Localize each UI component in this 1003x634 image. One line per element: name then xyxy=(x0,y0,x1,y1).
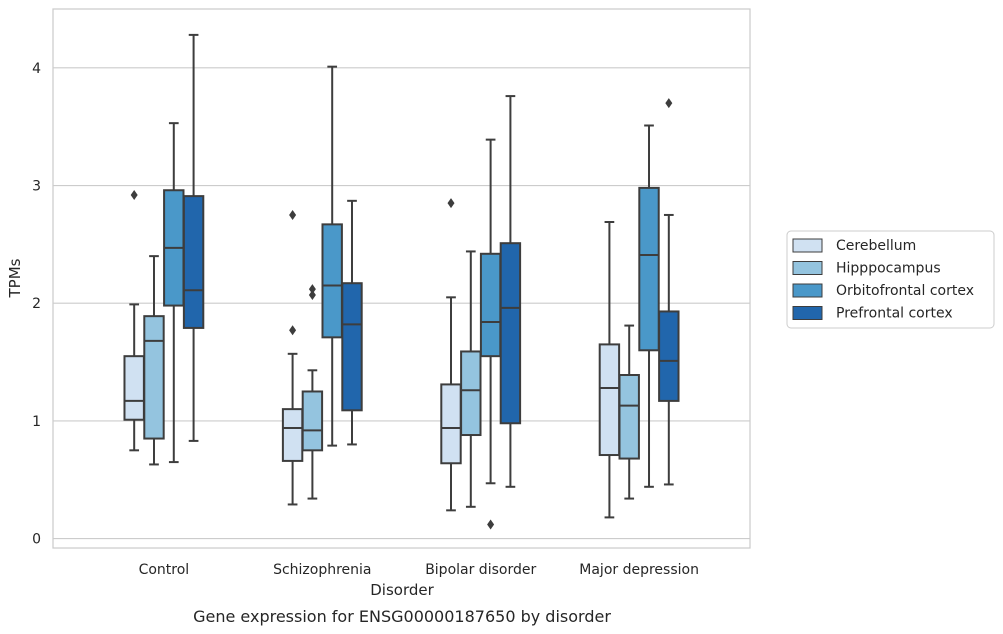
box-3-3 xyxy=(658,98,680,486)
outlier-point xyxy=(130,189,138,200)
legend-label: Prefrontal cortex xyxy=(836,306,953,322)
iqr-box xyxy=(440,383,462,465)
box-3-0 xyxy=(182,33,205,442)
outlier-point xyxy=(308,289,316,300)
box-2-3 xyxy=(638,124,660,488)
iqr-box xyxy=(281,408,304,462)
box-2-2 xyxy=(479,138,502,530)
y-tick-label: 1 xyxy=(32,414,41,430)
iqr-box xyxy=(479,252,502,358)
axis-ticks: 0 1 2 3 4 Control Schizophrenia Bipolar disorde… xyxy=(32,61,699,578)
box-0-0 xyxy=(123,189,145,452)
outlier-point xyxy=(665,98,673,109)
iqr-box xyxy=(301,390,324,452)
x-tick-label: Major depression xyxy=(579,562,699,578)
legend-swatch xyxy=(792,238,823,253)
iqr-box xyxy=(182,195,205,329)
iqr-box xyxy=(499,242,522,425)
iqr-box xyxy=(658,310,680,402)
box-plot-series xyxy=(123,33,680,530)
x-tick-label: Bipolar disorder xyxy=(425,562,536,578)
legend-label: Orbitofrontal cortex xyxy=(836,283,974,299)
chart-caption: Gene expression for ENSG00000187650 by d… xyxy=(193,607,611,626)
box-1-2 xyxy=(460,250,482,508)
outlier-point xyxy=(289,209,297,220)
box-1-0 xyxy=(143,255,165,466)
y-tick-label: 4 xyxy=(32,61,41,77)
y-tick-label: 0 xyxy=(32,532,41,548)
box-1-1 xyxy=(301,284,324,500)
iqr-box xyxy=(123,355,145,421)
iqr-box xyxy=(598,343,621,457)
legend-label: Hipppocampus xyxy=(836,261,941,277)
legend-label: Cerebellum xyxy=(836,238,916,254)
box-2-1 xyxy=(321,65,343,447)
legend-swatch xyxy=(792,283,823,298)
y-tick-label: 2 xyxy=(32,296,41,312)
box-1-3 xyxy=(618,324,640,500)
iqr-box xyxy=(618,374,640,460)
box-2-0 xyxy=(163,122,185,464)
outlier-point xyxy=(308,284,316,295)
box-3-2 xyxy=(499,95,522,488)
x-tick-label: Schizophrenia xyxy=(273,562,371,578)
legend: Cerebellum Hipppocampus Orbitofrontal cort… xyxy=(786,230,995,329)
iqr-box xyxy=(143,315,165,440)
outlier-point xyxy=(447,198,455,209)
x-tick-label: Control xyxy=(139,562,190,578)
legend-swatch xyxy=(792,261,823,275)
legend-swatch xyxy=(792,306,823,320)
iqr-box xyxy=(321,223,343,339)
iqr-box xyxy=(341,282,363,412)
box-3-1 xyxy=(341,199,363,446)
x-axis-title: Disorder xyxy=(370,581,434,599)
outlier-point xyxy=(487,519,495,530)
box-0-3 xyxy=(598,221,621,519)
y-tick-label: 3 xyxy=(32,179,41,195)
outlier-point xyxy=(289,325,297,336)
iqr-box xyxy=(638,186,660,352)
legend-frame xyxy=(786,230,995,329)
iqr-box xyxy=(460,350,482,437)
box-0-1 xyxy=(281,209,304,506)
y-axis-title: TPMs xyxy=(6,258,24,298)
